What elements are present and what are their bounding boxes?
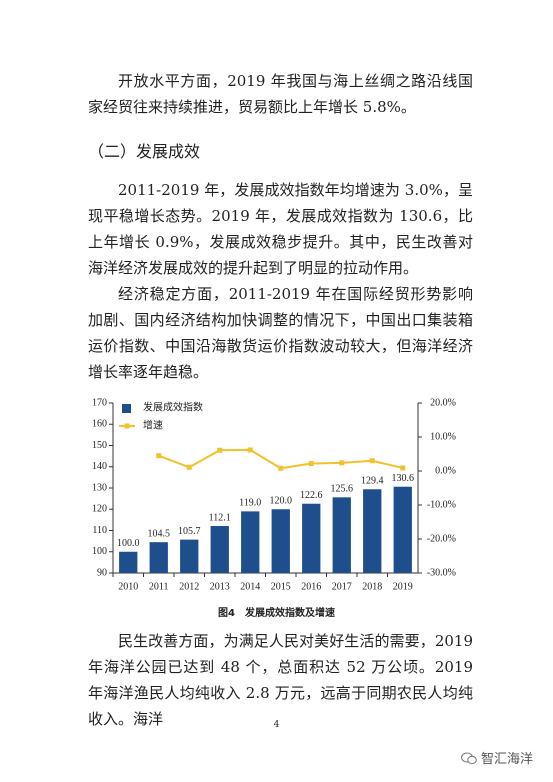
x-tick-label: 2012 (179, 581, 199, 592)
y2-tick-label: -30.0% (427, 567, 456, 578)
bar (363, 489, 382, 573)
data-label: 105.7 (178, 526, 201, 537)
data-label: 112.1 (209, 512, 231, 523)
line (158, 448, 403, 470)
line-marker (156, 453, 162, 459)
y-tick-label: 120 (92, 504, 107, 515)
x-tick-label: 2013 (210, 581, 230, 592)
legend-swatch (122, 404, 131, 413)
line-marker (369, 458, 375, 464)
y-tick-label: 100 (92, 546, 107, 557)
x-tick-label: 2010 (118, 581, 138, 592)
bar (302, 503, 321, 573)
bar (149, 542, 168, 573)
x-tick-label: 2015 (271, 581, 291, 592)
bar (271, 509, 290, 573)
y2-tick-label: -20.0% (427, 533, 456, 544)
line-marker (400, 465, 406, 471)
y-tick-label: 110 (92, 525, 107, 536)
y-tick-label: 160 (92, 419, 107, 430)
paragraph: 开放水平方面，2019 年我国与海上丝绸之路沿线国家经贸往来持续推进，贸易额比上… (88, 72, 473, 116)
data-label: 100.0 (117, 538, 140, 549)
y-tick-label: 140 (92, 461, 107, 472)
x-tick-label: 2014 (240, 581, 260, 592)
y2-tick-label: -10.0% (427, 499, 456, 510)
line-marker (186, 464, 192, 470)
figure-caption: 图4 发展成效指数及增速 (218, 608, 335, 619)
y-tick-label: 170 (92, 397, 107, 408)
y-tick-label: 150 (92, 440, 107, 451)
x-tick-label: 2018 (362, 581, 382, 592)
data-label: 122.6 (300, 490, 323, 501)
legend-label: 增速 (143, 418, 163, 431)
y-tick-label: 90 (97, 567, 107, 578)
bar (241, 511, 260, 573)
paragraph: 2011-2019 年，发展成效指数年均增速为 3.0%，呈现平稳增长态势。20… (88, 181, 473, 277)
data-label: 130.6 (392, 473, 415, 484)
line-marker (278, 465, 284, 471)
x-tick-label: 2016 (301, 581, 321, 592)
bar (393, 486, 412, 573)
x-tick-label: 2019 (393, 581, 413, 592)
paragraph: 经济稳定方面，2011-2019 年在国际经贸形势影响加剧、国内经济结构加快调整… (88, 285, 473, 381)
page-number: 4 (273, 720, 280, 730)
line-marker (247, 447, 253, 453)
y2-tick-label: 0.0% (435, 465, 456, 476)
y-tick-label: 130 (92, 482, 107, 493)
line-marker (217, 447, 223, 453)
data-label: 120.0 (270, 496, 293, 507)
bar (180, 539, 199, 573)
x-tick-label: 2017 (332, 581, 352, 592)
line-marker (308, 461, 314, 467)
paragraph: 民生改善方面，为满足人民对美好生活的需要，2019 年海洋公园已达到 48 个，… (88, 632, 473, 728)
data-label: 104.5 (148, 528, 171, 539)
watermark: 智汇海洋 (460, 748, 533, 767)
data-label: 119.0 (239, 498, 261, 509)
chart: 90 100 110 120 130 140 150 160 170 -30.0% -20.0% -1… (92, 397, 456, 592)
bar (119, 551, 138, 573)
y2-tick-label: 10.0% (430, 431, 456, 442)
data-label: 125.6 (331, 484, 354, 495)
bar (210, 526, 229, 573)
data-label: 129.4 (361, 476, 384, 487)
x-tick-label: 2011 (149, 581, 169, 592)
section-heading: （二）发展成效 (88, 142, 201, 161)
wechat-icon (460, 752, 477, 765)
bar (332, 497, 351, 573)
watermark-text: 智汇海洋 (480, 752, 533, 767)
legend-marker (124, 423, 130, 429)
line-marker (339, 460, 345, 466)
legend-label: 发展成效指数 (143, 400, 203, 413)
y2-tick-label: 20.0% (430, 397, 456, 408)
